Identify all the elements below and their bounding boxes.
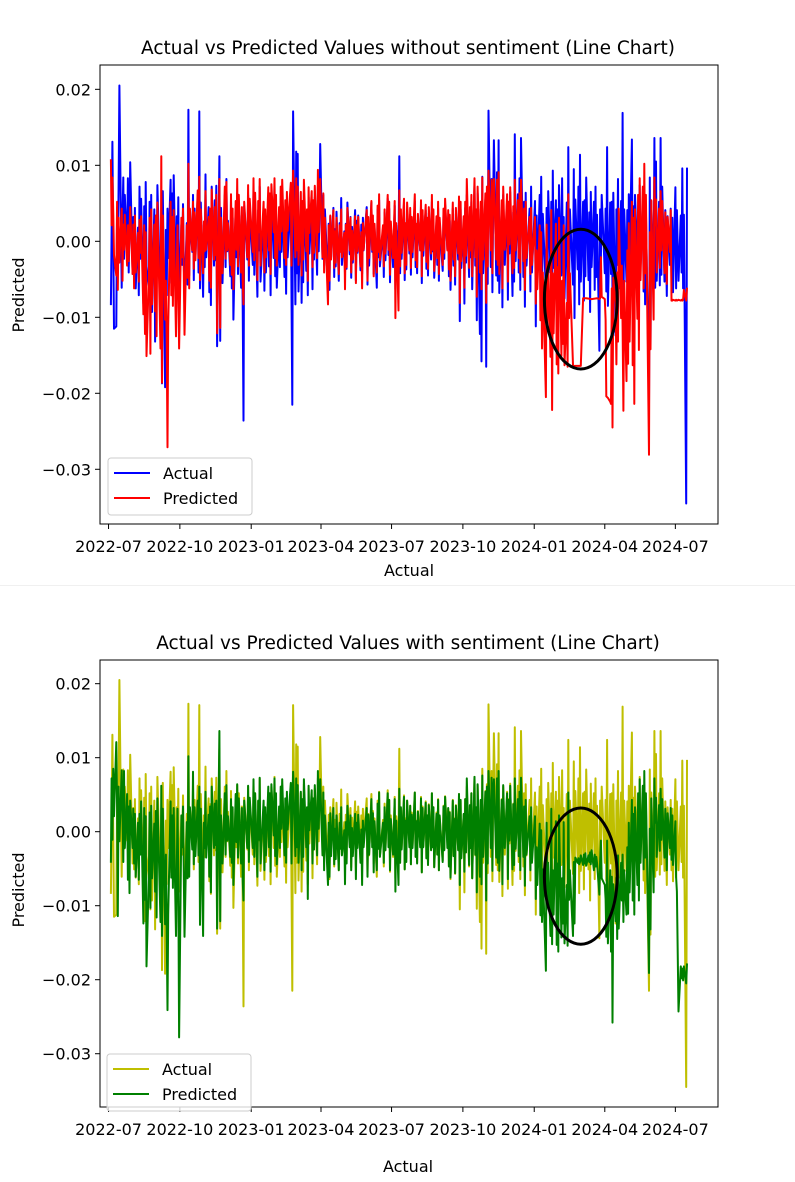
x-tick-label: 2024-04 bbox=[571, 537, 638, 556]
x-tick-label: 2023-04 bbox=[288, 537, 355, 556]
series-line-predicted bbox=[109, 155, 688, 456]
y-axis-ticks: −0.03 −0.02 −0.01 0.00 0.01 0.02 bbox=[42, 80, 100, 479]
x-axis-label: Actual bbox=[384, 561, 434, 580]
y-tick-label: −0.03 bbox=[42, 1045, 91, 1064]
y-axis-label: Predicted bbox=[9, 257, 28, 332]
legend-label-actual: Actual bbox=[162, 1060, 212, 1079]
x-tick-label: 2023-04 bbox=[288, 1120, 355, 1139]
x-tick-label: 2024-01 bbox=[501, 537, 568, 556]
x-tick-label: 2022-07 bbox=[75, 537, 142, 556]
chart-without-sentiment: Actual vs Predicted Values without senti… bbox=[9, 38, 719, 580]
x-tick-label: 2024-07 bbox=[642, 1120, 709, 1139]
x-axis-label: Actual bbox=[383, 1157, 433, 1176]
x-tick-label: 2024-01 bbox=[501, 1120, 568, 1139]
y-tick-label: 0.02 bbox=[55, 675, 91, 694]
y-axis-ticks: −0.03 −0.02 −0.01 0.00 0.01 0.02 bbox=[42, 675, 100, 1064]
x-tick-label: 2022-10 bbox=[146, 1120, 213, 1139]
x-tick-label: 2023-01 bbox=[218, 1120, 285, 1139]
y-axis-label: Predicted bbox=[9, 852, 28, 927]
plot-area bbox=[99, 659, 719, 1108]
series-layer bbox=[109, 84, 688, 505]
x-tick-label: 2023-01 bbox=[218, 537, 285, 556]
panel-divider bbox=[0, 585, 795, 586]
legend-label-predicted: Predicted bbox=[163, 489, 238, 508]
chart-title: Actual vs Predicted Values without senti… bbox=[141, 38, 675, 59]
x-tick-label: 2023-07 bbox=[358, 537, 425, 556]
x-tick-label: 2023-10 bbox=[429, 537, 496, 556]
chart-title: Actual vs Predicted Values with sentimen… bbox=[156, 633, 660, 654]
x-tick-label: 2023-10 bbox=[429, 1120, 496, 1139]
y-tick-label: 0.02 bbox=[55, 80, 91, 99]
x-tick-label: 2024-07 bbox=[642, 537, 709, 556]
y-tick-label: 0.01 bbox=[55, 156, 91, 175]
y-tick-label: 0.00 bbox=[55, 823, 91, 842]
y-tick-label: −0.02 bbox=[42, 384, 91, 403]
legend-label-actual: Actual bbox=[163, 464, 213, 483]
y-tick-label: 0.01 bbox=[55, 749, 91, 768]
legend-label-predicted: Predicted bbox=[162, 1085, 237, 1104]
highlight-circle bbox=[542, 227, 619, 371]
legend: Actual Predicted bbox=[107, 457, 253, 516]
x-axis-ticks: 2022-07 2022-10 2023-01 2023-04 2023-07 2023-… bbox=[75, 1107, 709, 1139]
series-line-predicted bbox=[109, 730, 688, 1039]
x-tick-label: 2022-07 bbox=[75, 1120, 142, 1139]
x-tick-label: 2024-04 bbox=[571, 1120, 638, 1139]
y-tick-label: −0.03 bbox=[42, 460, 91, 479]
x-tick-label: 2023-07 bbox=[358, 1120, 425, 1139]
series-layer bbox=[109, 679, 688, 1088]
x-axis-ticks: 2022-07 2022-10 2023-01 2023-04 2023-07 2023-… bbox=[75, 524, 709, 556]
chart-panel-with-sentiment: Actual vs Predicted Values with sentimen… bbox=[0, 586, 795, 1178]
legend: Actual Predicted bbox=[106, 1053, 252, 1112]
y-tick-label: 0.00 bbox=[55, 232, 91, 251]
chart-panel-without-sentiment: Actual vs Predicted Values without senti… bbox=[0, 0, 795, 585]
highlight-circle bbox=[542, 806, 619, 946]
x-tick-label: 2022-10 bbox=[146, 537, 213, 556]
y-tick-label: −0.02 bbox=[42, 971, 91, 990]
plot-area bbox=[99, 64, 719, 525]
chart-with-sentiment: Actual vs Predicted Values with sentimen… bbox=[9, 633, 719, 1176]
y-tick-label: −0.01 bbox=[42, 897, 91, 916]
y-tick-label: −0.01 bbox=[42, 308, 91, 327]
